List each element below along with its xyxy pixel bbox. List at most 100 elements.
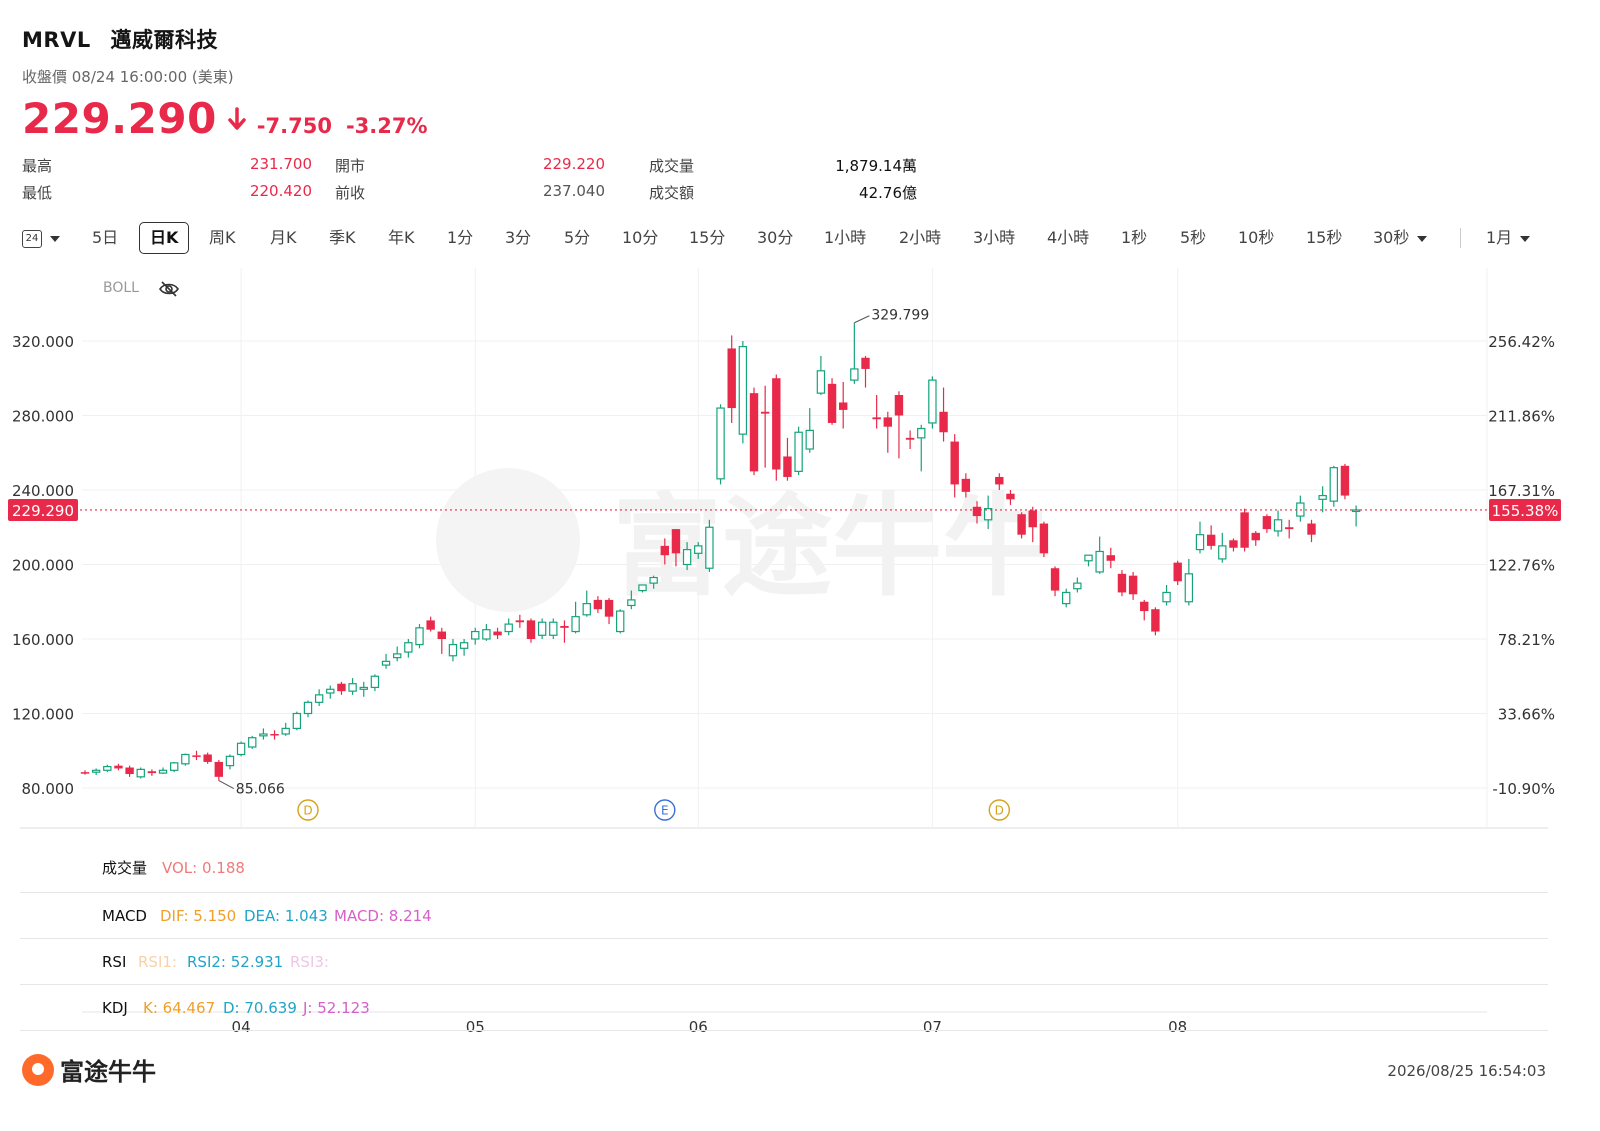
candle-body-up xyxy=(1095,550,1104,573)
stat-value: 1,879.14萬 xyxy=(835,157,917,175)
candle-body-down xyxy=(995,476,1004,485)
current-pct-tag xyxy=(1489,498,1561,521)
boll-label[interactable]: BOLL xyxy=(103,280,139,296)
tab-1h[interactable]: 1小時 xyxy=(824,228,867,247)
period-toolbar: 24 5日 日K 周K 月K 季K 年K 1分 3分 5分 10分 15分 30… xyxy=(20,222,1550,254)
tab-1s[interactable]: 1秒 xyxy=(1121,228,1148,247)
tab-15s[interactable]: 15秒 xyxy=(1306,228,1343,247)
candle-body-down xyxy=(905,437,915,440)
candle-body-down xyxy=(1229,540,1238,548)
candle-body-up xyxy=(326,688,335,694)
tab-5d[interactable]: 5日 xyxy=(92,228,119,247)
stat-label: 最高 xyxy=(22,157,53,175)
low-marker-line xyxy=(218,780,235,789)
chevron-down-icon xyxy=(1417,235,1428,242)
candle-body-down xyxy=(80,772,90,774)
brand-name: 富途牛牛 xyxy=(60,1058,156,1086)
tab-3h[interactable]: 3小時 xyxy=(973,228,1016,247)
candle-body-up xyxy=(259,733,268,737)
candle-body-down xyxy=(749,393,759,472)
indicator-rsi[interactable]: RSI RSI1: RSI2: 52.931 RSI3: xyxy=(20,939,1548,985)
range-selector[interactable]: 1月 xyxy=(1486,222,1531,254)
x-tick-label: 04 xyxy=(232,1018,251,1036)
tab-15min[interactable]: 15分 xyxy=(689,228,726,247)
candle-body-down xyxy=(560,625,569,628)
candle-body-up xyxy=(1195,534,1205,551)
event-marker-label: D xyxy=(303,804,312,818)
candle-body-up xyxy=(1329,467,1338,502)
price-change: -7.750 xyxy=(256,114,332,138)
candle-body-up xyxy=(615,610,625,633)
tab-5min[interactable]: 5分 xyxy=(564,228,591,247)
tab-1min[interactable]: 1分 xyxy=(447,228,474,247)
tab-weekly-k[interactable]: 周K xyxy=(209,228,236,247)
stat-value: 231.700 xyxy=(249,155,312,173)
candle-body-up xyxy=(537,621,547,636)
candle-body-down xyxy=(839,402,848,410)
stat-label: 前收 xyxy=(335,184,366,202)
eye-hidden-icon[interactable] xyxy=(158,280,180,298)
down-arrow-icon xyxy=(227,107,247,140)
y-tick-label: 80.000 xyxy=(22,780,75,798)
tab-monthly-k[interactable]: 月K xyxy=(270,228,297,247)
indicator-vol[interactable]: 成交量 VOL: 0.188 xyxy=(20,845,1548,893)
indicator-macd[interactable]: MACD DIF: 5.150 DEA: 1.043 MACD: 8.214 xyxy=(20,893,1548,939)
stock-title: MRVL 邁威爾科技 xyxy=(22,24,218,54)
event-marker-label: D xyxy=(995,804,1004,818)
candle-body-up xyxy=(649,576,658,584)
tab-4h[interactable]: 4小時 xyxy=(1047,228,1090,247)
candle-body-up xyxy=(917,427,926,439)
high-marker-line xyxy=(854,315,870,324)
dividend-event-marker xyxy=(988,799,1010,821)
candle-body-down xyxy=(1285,527,1294,530)
candle-body-down xyxy=(1128,575,1138,595)
candle-body-up xyxy=(359,686,368,690)
candle-body-up xyxy=(504,623,513,633)
candle-body-down xyxy=(894,395,904,416)
candle-body-up xyxy=(415,627,424,646)
candle-body-up xyxy=(571,616,580,633)
tab-3min[interactable]: 3分 xyxy=(505,228,532,247)
stat-open: 開市 229.220 xyxy=(335,155,605,176)
event-marker-label: E xyxy=(661,804,669,818)
candle-body-up xyxy=(236,742,246,756)
candle-body-down xyxy=(1262,516,1272,530)
candlestick-chart[interactable]: 320.000 256.42% 280.000 211.86% 240.000 167.3… xyxy=(0,262,1600,1058)
candle-body-up xyxy=(705,526,714,569)
current-price-tag xyxy=(8,498,78,521)
y-tick-label: 280.000 xyxy=(12,408,74,426)
x-tick-label: 05 xyxy=(466,1018,485,1036)
tab-30s[interactable]: 30秒 xyxy=(1373,222,1428,254)
calendar-picker[interactable]: 24 xyxy=(22,222,60,254)
candle-body-down xyxy=(939,411,948,433)
chevron-down-icon xyxy=(50,235,60,242)
tab-quarterly-k[interactable]: 季K xyxy=(329,228,356,247)
brand-logo: 富途牛牛 xyxy=(22,1052,156,1087)
candle-body-down xyxy=(1173,562,1182,582)
low-marker-label: 85.066 xyxy=(236,782,285,798)
tab-daily-k[interactable]: 日K xyxy=(139,222,190,254)
candle-body-up xyxy=(738,345,748,435)
tab-10s[interactable]: 10秒 xyxy=(1238,228,1275,247)
candle-body-down xyxy=(493,631,502,636)
candle-body-down xyxy=(1251,532,1260,541)
candle-body-down xyxy=(147,771,157,774)
macd-dif: DIF: 5.150 xyxy=(160,907,237,925)
tab-yearly-k[interactable]: 年K xyxy=(388,228,415,247)
candle-body-down xyxy=(760,411,770,414)
tab-10min[interactable]: 10分 xyxy=(622,228,659,247)
candle-body-down xyxy=(1140,601,1149,612)
tab-5s[interactable]: 5秒 xyxy=(1180,228,1207,247)
candle-body-up xyxy=(448,643,458,657)
tab-2h[interactable]: 2小時 xyxy=(899,228,942,247)
candle-body-down xyxy=(337,683,346,692)
calendar-icon: 24 xyxy=(22,229,42,248)
futu-logo-icon xyxy=(22,1053,54,1086)
pct-tick-label: 256.42% xyxy=(1488,333,1555,351)
stat-amount: 成交額 42.76億 xyxy=(649,182,917,203)
indicator-kdj[interactable]: KDJ K: 64.467 D: 70.639 J: 52.123 xyxy=(20,985,1548,1031)
candle-body-down xyxy=(671,529,681,554)
tab-30min[interactable]: 30分 xyxy=(757,228,794,247)
candle-body-up xyxy=(158,769,168,774)
y-tick-label: 160.000 xyxy=(12,631,74,649)
